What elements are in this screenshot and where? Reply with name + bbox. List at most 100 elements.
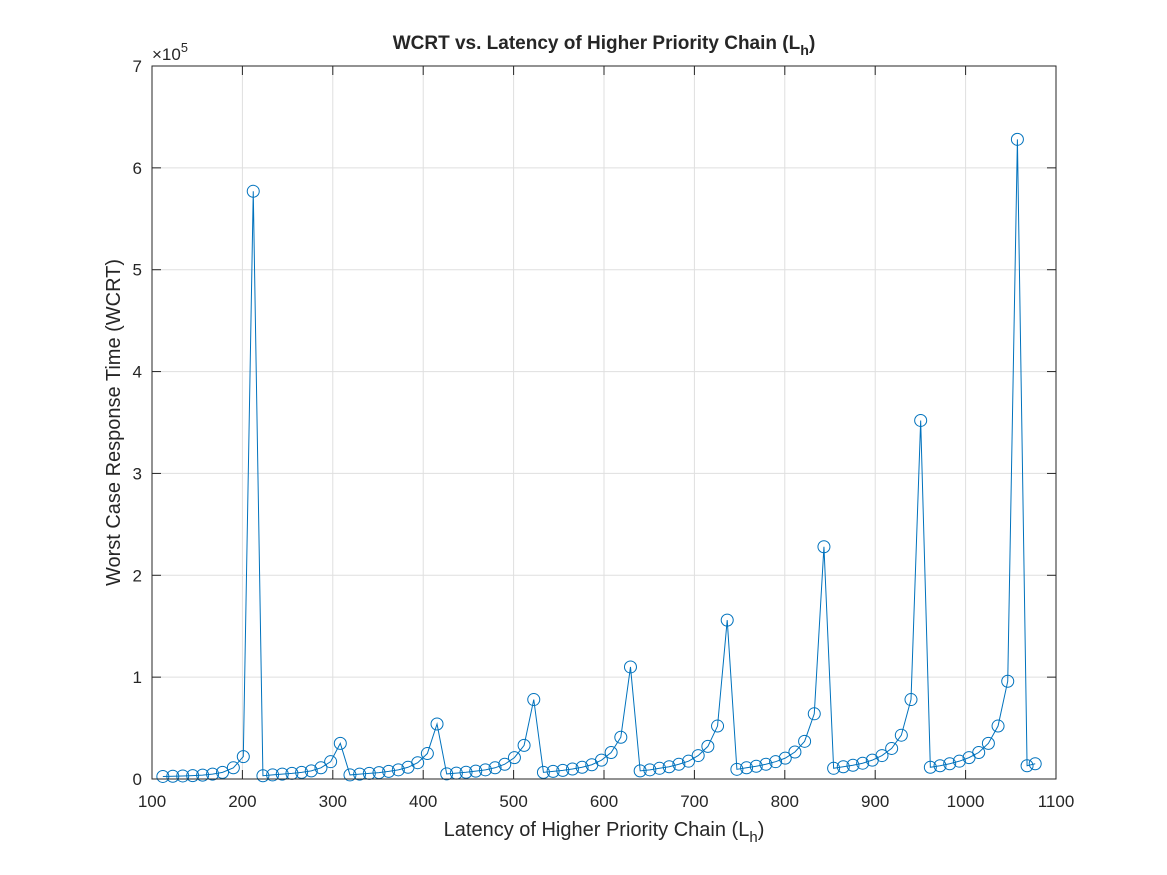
y-tick-label: 3 — [133, 464, 142, 483]
data-point — [333, 736, 347, 750]
data-point — [594, 753, 608, 767]
data-point — [894, 728, 908, 742]
data-point — [186, 769, 200, 783]
chart-title: WCRT vs. Latency of Higher Priority Chai… — [393, 33, 816, 59]
data-point — [196, 768, 210, 782]
data-point — [478, 763, 492, 777]
data-point — [156, 769, 170, 783]
data-point — [807, 707, 821, 721]
data-point — [1020, 759, 1034, 773]
y-tick-label: 6 — [133, 159, 142, 178]
data-point — [517, 738, 531, 752]
y-exponent-part: ×10 — [152, 45, 181, 64]
data-point — [759, 757, 773, 771]
data-point — [633, 764, 647, 778]
data-point — [846, 758, 860, 772]
x-tick-label: 300 — [319, 792, 347, 811]
x-axis-label: Latency of Higher Priority Chain (Lh) — [444, 819, 765, 846]
data-point — [469, 764, 483, 778]
data-point — [643, 763, 657, 777]
data-point — [914, 413, 928, 427]
y-tick-label: 4 — [133, 363, 142, 382]
axes-box — [151, 65, 1057, 780]
data-point — [304, 764, 318, 778]
data-point — [507, 751, 521, 765]
chart-title-part: WCRT vs. Latency of Higher Priority Chai… — [393, 33, 801, 54]
data-point — [575, 760, 589, 774]
plot-area — [156, 132, 1042, 783]
data-point — [653, 761, 667, 775]
data-point — [1010, 132, 1024, 146]
data-point — [343, 768, 357, 782]
data-point — [778, 751, 792, 765]
data-point — [904, 693, 918, 707]
data-point — [565, 762, 579, 776]
y-exponent-part: 5 — [181, 40, 188, 55]
data-point — [324, 755, 338, 769]
data-point — [353, 767, 367, 781]
data-point — [827, 761, 841, 775]
data-point — [420, 747, 434, 761]
data-point — [236, 750, 250, 764]
data-point — [246, 184, 260, 198]
x-axis-label-part: h — [749, 829, 757, 846]
axes: 100 200 300 400 500 600 700 800 900 1000 1100 0 1 2 3 4… — [133, 57, 1075, 811]
data-point — [430, 717, 444, 731]
y-axis-label: Worst Case Response Time (WCRT) — [103, 259, 125, 586]
data-point — [933, 759, 947, 773]
data-point — [614, 730, 628, 744]
data-point — [672, 757, 686, 771]
data-point — [1028, 757, 1042, 771]
data-point — [536, 765, 550, 779]
data-point — [991, 719, 1005, 733]
data-point — [604, 746, 618, 760]
y-tick-label: 7 — [133, 57, 142, 76]
x-tick-label: 400 — [409, 792, 437, 811]
data-point — [788, 745, 802, 759]
data-point — [256, 769, 270, 783]
data-point — [662, 760, 676, 774]
data-point — [391, 763, 405, 777]
data-point — [216, 765, 230, 779]
data-point — [981, 736, 995, 750]
data-point — [314, 761, 328, 775]
data-point — [546, 764, 560, 778]
data-point — [952, 754, 966, 768]
data-point — [440, 767, 454, 781]
data-point — [295, 765, 309, 779]
data-point — [885, 741, 899, 755]
x-tick-label: 900 — [861, 792, 889, 811]
y-tick-label: 2 — [133, 566, 142, 585]
x-tick-label: 1100 — [1038, 792, 1075, 811]
data-point — [623, 660, 637, 674]
x-tick-label: 200 — [228, 792, 256, 811]
data-point — [769, 755, 783, 769]
data-point — [798, 734, 812, 748]
data-point — [682, 754, 696, 768]
data-point — [691, 749, 705, 763]
series-line — [162, 139, 1036, 777]
data-point — [176, 769, 190, 783]
chart-title-part: ) — [809, 33, 815, 54]
data-point — [943, 757, 957, 771]
chart-title-part: h — [800, 43, 809, 59]
x-tick-label: 1000 — [947, 792, 985, 811]
data-point — [556, 763, 570, 777]
data-point — [817, 540, 831, 554]
data-point — [411, 756, 425, 770]
x-tick-label: 100 — [138, 792, 166, 811]
data-point — [166, 769, 180, 783]
data-point — [527, 693, 541, 707]
data-point — [206, 767, 220, 781]
data-point — [711, 719, 725, 733]
x-tick-label: 500 — [499, 792, 527, 811]
data-point — [701, 739, 715, 753]
y-tick-label: 5 — [133, 261, 142, 280]
data-point — [720, 613, 734, 627]
data-point — [382, 764, 396, 778]
x-axis-label-part: Latency of Higher Priority Chain (L — [444, 819, 750, 841]
data-point — [836, 760, 850, 774]
data-point — [1001, 674, 1015, 688]
